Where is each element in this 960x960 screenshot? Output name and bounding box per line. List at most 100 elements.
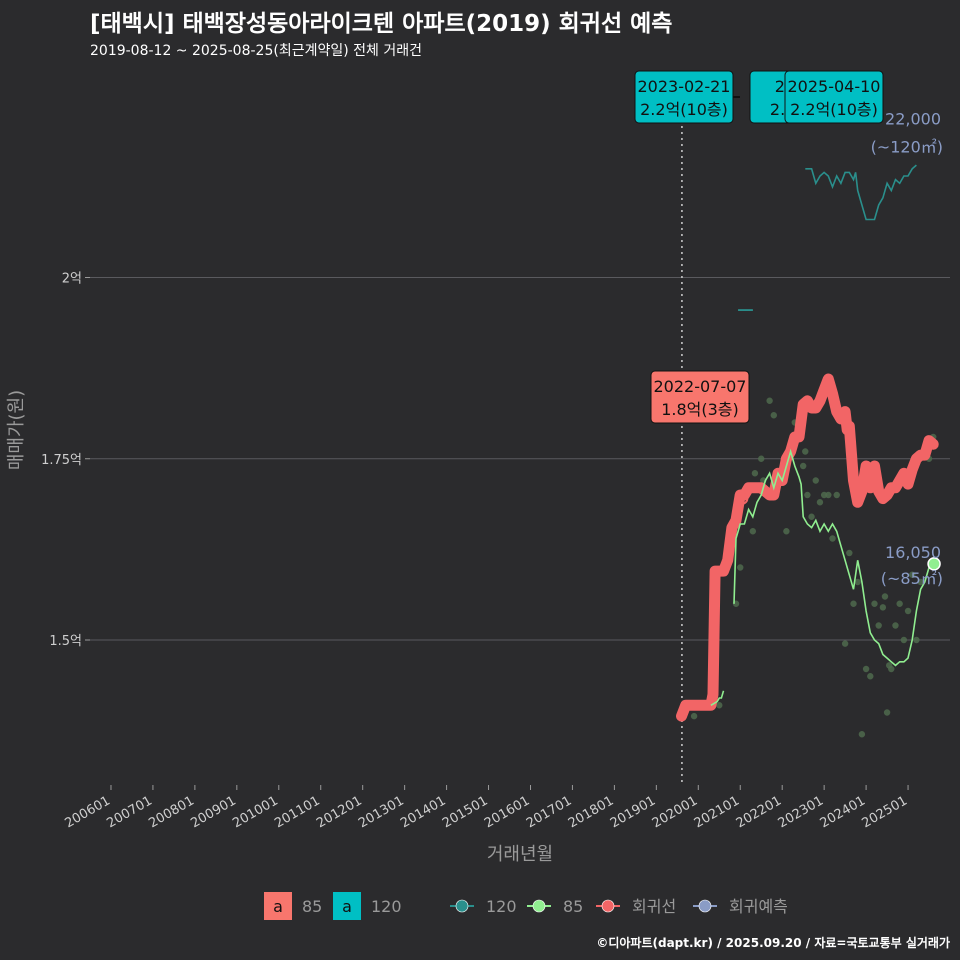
legend-key-letter: a [273,897,283,916]
chart-subtitle: 2019-08-12 ~ 2025-08-25(최근계약일) 전체 거래건 [90,43,422,59]
transaction-point [751,470,759,477]
prediction-point-85 [927,557,941,571]
x-tick-label: 201601 [482,793,532,831]
series-lines [676,164,939,722]
transaction-point [881,593,889,600]
transaction-point [904,607,912,615]
x-tick-label: 200801 [146,793,196,831]
transaction-point [770,412,778,419]
transaction-point [909,571,916,578]
x-tick-label: 201101 [272,793,322,831]
transaction-point [829,535,836,542]
legend-point-swatch [698,899,712,913]
transaction-point [888,665,895,673]
transaction-point [758,455,765,462]
legend-point-swatch [532,899,546,913]
legend-key-label: 120 [371,897,402,916]
transaction-point [808,513,815,520]
legend-line-label: 120 [486,897,517,916]
y-axis-label: 매매가(원) [6,390,27,470]
x-tick-label: 202501 [860,793,910,831]
legend-point-swatch [601,899,615,913]
x-tick-label: 201801 [566,793,616,831]
transaction-point [833,491,840,499]
transaction-point [883,709,891,716]
prediction-area-label: (~120㎡) [871,138,943,157]
annotations: 2022-07-071.8억(3층)2022.2억2023-02-212.2억(… [634,70,884,505]
x-tick-label: 202201 [734,793,784,831]
y-tick-labels: 1.5억 1.75억 2억 [41,272,82,650]
x-tick-label: 200901 [188,793,238,831]
x-tick-label: 201301 [356,793,406,831]
legend-line-label: 회귀선 [632,897,676,916]
legend-key-label: 85 [302,897,322,916]
y-tick-label: 1.5억 [49,634,82,649]
x-tick-label: 202301 [776,793,826,831]
annotation-price: 1.8억(3층) [661,400,739,419]
annotation-date: 2025-04-10 [788,77,881,96]
prediction-value-label: 16,050 [885,543,941,562]
transaction-point [875,622,882,629]
legend: a 85 a 120 120 85 회귀선 회귀예측 [264,892,788,920]
annotation-marker [736,492,749,505]
annotation-120-last: 2025-04-10 2.2억(10층) [784,70,884,124]
annotation-120-first: 2023-02-21 2.2억(10층) [634,70,734,124]
grid-lines [85,277,950,641]
annotation-date: 2023-02-21 [638,77,731,96]
x-tick-label: 202101 [692,793,742,831]
transaction-point [896,600,903,607]
prediction-value-label: 22,000 [885,110,941,129]
x-tick-label: 201001 [230,793,280,831]
transaction-point [854,578,861,586]
annotation-price: 2.2억(10층) [790,100,878,119]
transaction-point [841,640,849,647]
series-120-line [738,164,917,311]
legend-line-label: 85 [563,897,583,916]
y-tick-label: 1.75억 [41,453,82,468]
transaction-point [850,600,857,607]
y-tick-label: 2억 [62,272,82,287]
transaction-point [716,702,723,709]
transaction-point [783,528,790,535]
x-tick-label: 200601 [62,793,112,831]
transaction-point [737,564,744,571]
transaction-point [879,604,887,611]
x-tick-label: 202001 [650,793,700,831]
annotation-box [634,70,734,124]
transaction-point [802,448,809,455]
transaction-point [812,477,819,484]
prediction-labels: 22,000 (~120㎡) 16,050 (~85㎡) [871,110,943,588]
transaction-point [871,600,878,607]
legend-key-box [264,892,292,920]
x-axis-label: 거래년월 [487,844,553,865]
legend-key-box [333,892,361,920]
credit-footer: ©디아파트(dapt.kr) / 2025.09.20 / 자료=국토교통부 실… [596,936,950,950]
regression-line [676,373,939,722]
transaction-point [858,731,866,738]
transaction-point [690,712,698,720]
x-tick-label: 201401 [398,793,448,831]
transaction-point [799,462,807,470]
prediction-area-label: (~85㎡) [881,569,943,588]
annotation-85-max: 2022-07-07 1.8억(3층) [650,370,750,424]
x-tick-labels: 2006012007012008012009012010012011012012… [62,785,910,831]
x-tick-label: 201901 [608,793,658,831]
transaction-point [766,397,773,404]
chart-title: [태백시] 태백장성동아라이크텐 아파트(2019) 회귀선 예측 [90,11,673,37]
x-tick-label: 201701 [524,793,574,831]
transaction-point [917,578,924,586]
transaction-point [825,491,832,499]
transaction-point [816,499,824,506]
transaction-point [913,636,920,644]
x-tick-label: 202401 [818,793,868,831]
transaction-point [749,528,757,535]
series-85-line [710,448,934,706]
annotation-box [650,370,750,424]
annotation-date: 2022-07-07 [654,377,747,396]
legend-line-label: 회귀예측 [729,897,788,916]
transaction-point [900,636,908,644]
annotation-box [784,70,884,124]
transaction-point [892,622,899,629]
x-tick-label: 200701 [104,793,154,831]
